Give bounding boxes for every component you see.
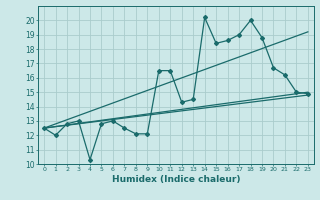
- X-axis label: Humidex (Indice chaleur): Humidex (Indice chaleur): [112, 175, 240, 184]
